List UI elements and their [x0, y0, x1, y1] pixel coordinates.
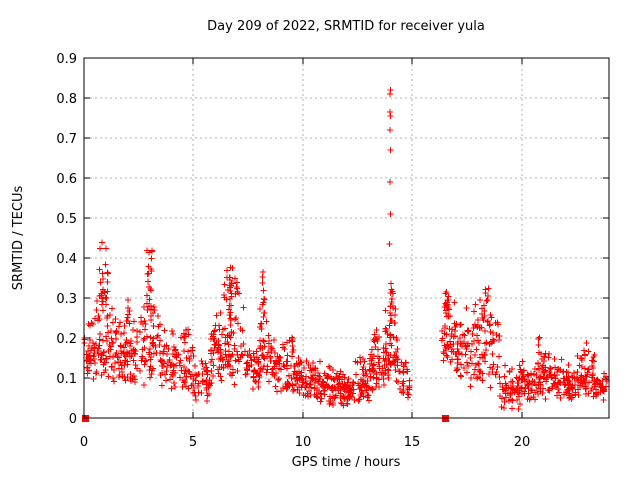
y-tick-label: 0 — [69, 412, 77, 427]
y-tick-label: 0.1 — [56, 372, 77, 387]
chart-title: Day 209 of 2022, SRMTID for receiver yul… — [207, 19, 485, 34]
y-tick-label: 0.7 — [56, 132, 77, 147]
y-tick-label: 0.2 — [56, 332, 77, 347]
x-tick-label: 20 — [514, 435, 531, 450]
y-tick-label: 0.9 — [56, 52, 77, 67]
x-tick-label: 0 — [80, 435, 88, 450]
y-tick-label: 0.8 — [56, 92, 77, 107]
plot-border — [83, 57, 610, 419]
x-tick-label: 15 — [404, 435, 421, 450]
grid-layer — [85, 59, 608, 417]
axis-layer: 0 5 10 15 20 0 0.1 0.2 0.3 0.4 0.5 0.6 0.7 0.8 0.9 — [56, 52, 610, 450]
y-tick-label: 0.5 — [56, 212, 77, 227]
data-points-plus-markers — [81, 87, 610, 413]
y-tick-label: 0.4 — [56, 252, 77, 267]
label-layer: Day 209 of 2022, SRMTID for receiver yul… — [11, 19, 485, 470]
y-tick-label: 0.6 — [56, 172, 77, 187]
y-axis-title: SRMTID / TECUs — [11, 186, 26, 291]
x-axis-title: GPS time / hours — [292, 455, 401, 470]
y-tick-label: 0.3 — [56, 292, 77, 307]
x-tick-label: 5 — [189, 435, 197, 450]
x-tick-label: 10 — [295, 435, 312, 450]
